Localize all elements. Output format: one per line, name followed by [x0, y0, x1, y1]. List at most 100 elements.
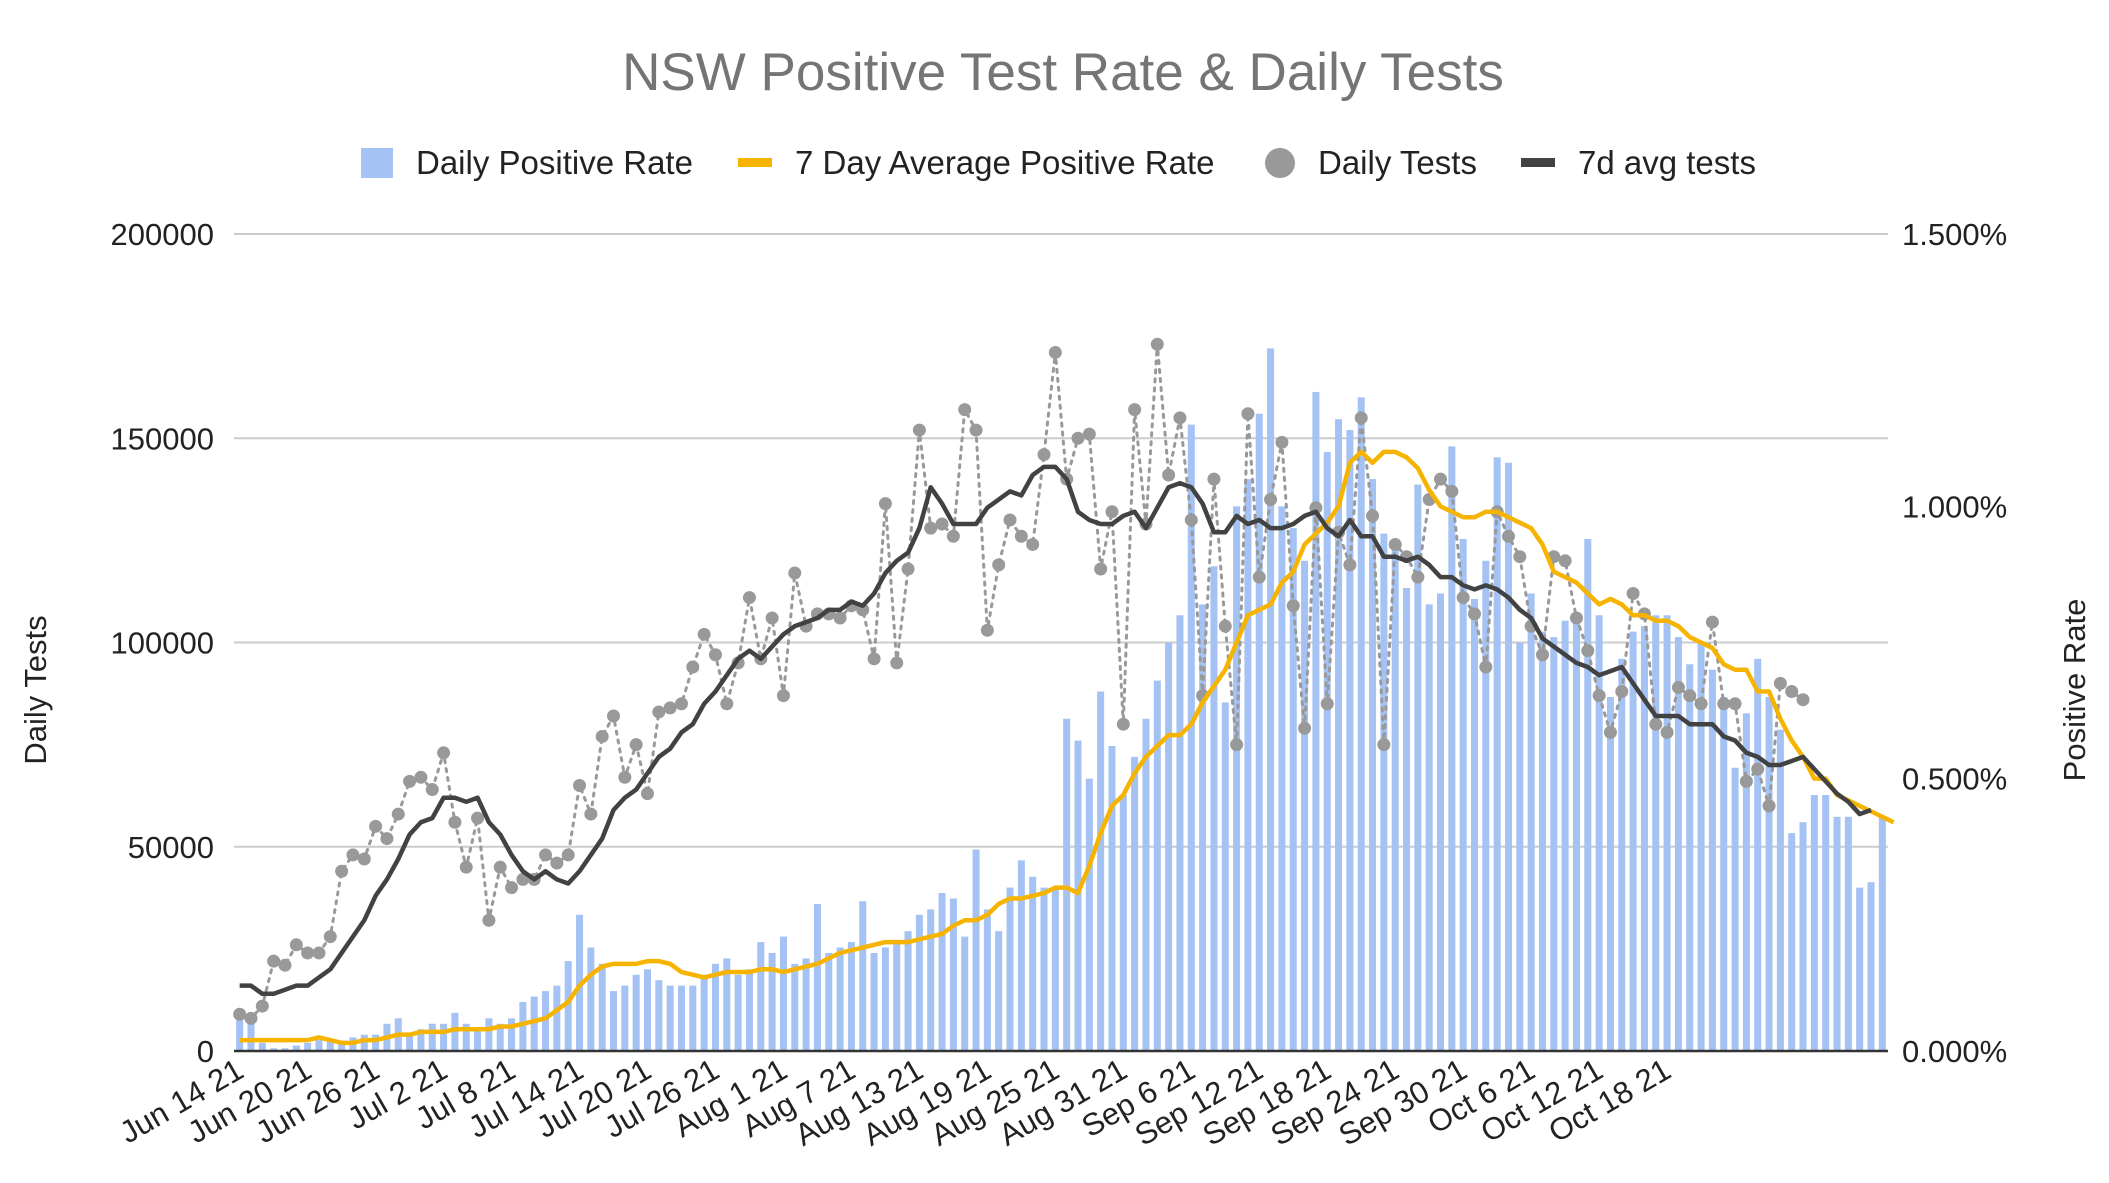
series-daily-tests: [233, 337, 1810, 1025]
point-daily-tests: [742, 591, 756, 605]
bar-daily-positive-rate: [496, 1023, 504, 1051]
y-right-axis: 0.000% 0.500% 1.000% 1.500%: [1902, 217, 2007, 1069]
point-daily-tests: [1468, 607, 1481, 621]
point-daily-tests: [1230, 738, 1244, 752]
point-daily-tests: [1184, 513, 1198, 527]
bar-daily-positive-rate: [1301, 560, 1309, 1051]
bar-daily-positive-rate: [1357, 397, 1365, 1051]
bar-daily-positive-rate: [1833, 816, 1841, 1051]
bar-daily-positive-rate: [1221, 702, 1229, 1051]
bar-daily-positive-rate: [836, 947, 844, 1051]
point-daily-tests: [663, 701, 677, 715]
bar-daily-positive-rate: [995, 931, 1003, 1051]
point-daily-tests: [278, 958, 292, 972]
bar-daily-positive-rate: [1176, 615, 1184, 1051]
point-daily-tests: [1569, 611, 1583, 625]
point-daily-tests: [1683, 689, 1697, 703]
bar-daily-positive-rate: [983, 909, 991, 1051]
point-daily-tests: [708, 648, 722, 662]
point-daily-tests: [1751, 762, 1765, 776]
bar-daily-positive-rate: [1640, 626, 1648, 1051]
point-daily-tests: [1320, 697, 1334, 711]
point-daily-tests: [1218, 619, 1232, 633]
bar-daily-positive-rate: [1754, 658, 1762, 1051]
point-daily-tests: [1128, 403, 1142, 417]
series-7d-avg-tests: [239, 464, 1872, 997]
legend-swatch-daily-tests: [1265, 148, 1295, 178]
bar-daily-positive-rate: [1267, 348, 1275, 1051]
bar-daily-positive-rate: [915, 914, 923, 1051]
series-daily-positive-rate: [236, 348, 1886, 1052]
bar-daily-positive-rate: [1312, 391, 1320, 1051]
point-daily-tests: [493, 860, 507, 874]
bar-daily-positive-rate: [1561, 620, 1569, 1051]
bar-daily-positive-rate: [1063, 718, 1071, 1051]
bar-daily-positive-rate: [610, 991, 618, 1051]
bar-daily-positive-rate: [1153, 680, 1161, 1051]
point-daily-tests: [901, 562, 915, 576]
point-daily-tests: [1094, 562, 1108, 576]
bar-daily-positive-rate: [1199, 604, 1207, 1051]
point-daily-tests: [1207, 472, 1221, 486]
point-daily-tests: [788, 566, 802, 580]
bar-daily-positive-rate: [689, 985, 697, 1051]
y-right-tick-label: 1.000%: [1902, 489, 2007, 524]
bar-daily-positive-rate: [1029, 876, 1037, 1051]
legend-swatch-7d-avg-tests: [1521, 158, 1555, 167]
bar-daily-positive-rate: [1572, 620, 1580, 1051]
point-daily-tests: [1116, 717, 1130, 731]
bar-daily-positive-rate: [1538, 631, 1546, 1051]
point-daily-tests: [312, 946, 326, 960]
bar-daily-positive-rate: [1414, 484, 1422, 1052]
point-daily-tests: [1071, 431, 1085, 445]
point-daily-tests: [1717, 697, 1731, 711]
bar-daily-positive-rate: [406, 1034, 414, 1051]
point-daily-tests: [1162, 468, 1176, 482]
bar-daily-positive-rate: [1742, 713, 1750, 1051]
point-daily-tests: [1513, 550, 1527, 564]
point-daily-tests: [1298, 721, 1312, 735]
point-daily-tests: [1241, 407, 1255, 421]
bar-daily-positive-rate: [972, 849, 980, 1051]
point-daily-tests: [1026, 537, 1040, 551]
point-daily-tests: [1660, 725, 1674, 739]
point-daily-tests: [980, 623, 994, 637]
bar-daily-positive-rate: [1527, 593, 1535, 1051]
y-right-tick-label: 1.500%: [1902, 217, 2007, 252]
point-daily-tests: [471, 811, 485, 825]
legend-label-7d-avg-tests: 7d avg tests: [1578, 144, 1756, 181]
bar-daily-positive-rate: [1878, 816, 1886, 1051]
point-daily-tests: [1626, 586, 1640, 600]
bar-daily-positive-rate: [1074, 740, 1082, 1051]
point-daily-tests: [244, 1011, 258, 1025]
bar-daily-positive-rate: [1233, 506, 1241, 1051]
bar-daily-positive-rate: [1448, 446, 1456, 1051]
point-daily-tests: [1456, 591, 1470, 605]
bar-daily-positive-rate: [542, 991, 550, 1051]
bar-daily-positive-rate: [485, 1018, 493, 1051]
bar-daily-positive-rate: [474, 1029, 482, 1051]
point-daily-tests: [946, 529, 960, 543]
bar-daily-positive-rate: [1493, 457, 1501, 1051]
point-daily-tests: [652, 705, 666, 719]
point-daily-tests: [1264, 493, 1278, 507]
point-daily-tests: [437, 746, 451, 760]
bar-daily-positive-rate: [677, 985, 685, 1051]
bar-daily-positive-rate: [258, 1042, 266, 1051]
bar-daily-positive-rate: [1618, 658, 1626, 1051]
bar-daily-positive-rate: [1482, 560, 1490, 1051]
bar-daily-positive-rate: [1584, 539, 1592, 1051]
point-daily-tests: [425, 783, 439, 797]
bar-daily-positive-rate: [632, 974, 640, 1051]
point-daily-tests: [1105, 505, 1119, 519]
bar-daily-positive-rate: [417, 1029, 425, 1051]
point-daily-tests: [969, 423, 983, 437]
point-daily-tests: [618, 770, 632, 784]
bar-daily-positive-rate: [893, 942, 901, 1051]
line-7-day-average-positive-rate: [239, 449, 1895, 1046]
bar-daily-positive-rate: [1108, 745, 1116, 1051]
point-daily-tests: [992, 558, 1006, 572]
y-left-tick-label: 0: [197, 1034, 214, 1069]
bar-daily-positive-rate: [553, 985, 561, 1051]
point-daily-tests: [1037, 448, 1051, 462]
